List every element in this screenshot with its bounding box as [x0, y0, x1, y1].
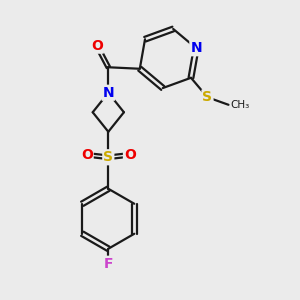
- Text: O: O: [91, 39, 103, 53]
- Text: N: N: [190, 41, 202, 55]
- Text: N: N: [103, 86, 114, 100]
- Text: S: S: [202, 90, 212, 104]
- Text: O: O: [81, 148, 93, 162]
- Text: CH₃: CH₃: [230, 100, 249, 110]
- Text: S: S: [103, 150, 113, 164]
- Text: O: O: [124, 148, 136, 162]
- Text: F: F: [103, 257, 113, 271]
